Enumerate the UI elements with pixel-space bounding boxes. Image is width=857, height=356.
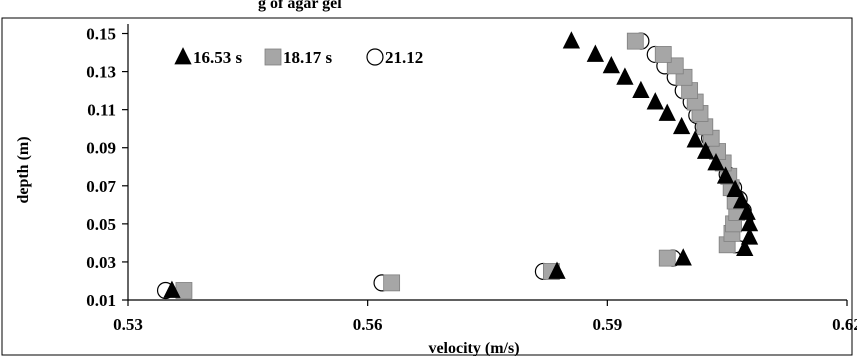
triangle-point bbox=[548, 261, 566, 279]
y-tick-label: 0.09 bbox=[86, 139, 116, 158]
triangle-point bbox=[707, 153, 725, 171]
triangle-point bbox=[602, 55, 620, 74]
triangle-point bbox=[646, 92, 664, 110]
triangle-point bbox=[740, 213, 759, 232]
triangle-point bbox=[732, 191, 751, 209]
square-point bbox=[626, 32, 644, 50]
square-point bbox=[654, 46, 672, 63]
triangle-point bbox=[586, 44, 604, 62]
triangle-point bbox=[686, 130, 704, 148]
x-tick-label: 0.56 bbox=[353, 315, 383, 334]
x-tick-label: 0.59 bbox=[592, 315, 622, 334]
legend-marker-triangle bbox=[174, 47, 192, 65]
y-tick-label: 0.11 bbox=[87, 101, 116, 120]
chart-frame bbox=[1, 17, 853, 356]
series-triangle bbox=[163, 31, 759, 298]
triangle-point bbox=[740, 227, 759, 245]
triangle-point bbox=[672, 116, 691, 135]
square-point bbox=[658, 249, 676, 267]
triangle-point bbox=[616, 67, 634, 85]
triangle-point bbox=[674, 248, 692, 266]
data-marks bbox=[156, 31, 759, 300]
triangle-point bbox=[738, 202, 756, 220]
legend-marker-square bbox=[264, 48, 282, 66]
triangle-point bbox=[736, 238, 754, 257]
triangle-point bbox=[696, 141, 715, 159]
y-tick-label: 0.03 bbox=[86, 253, 116, 272]
y-tick-label: 0.13 bbox=[86, 63, 116, 82]
y-tick-label: 0.07 bbox=[86, 177, 116, 196]
x-tick-label: 0.53 bbox=[113, 315, 143, 334]
triangle-point bbox=[716, 166, 735, 184]
triangle-point bbox=[163, 280, 181, 298]
square-point bbox=[383, 274, 401, 292]
x-axis-title: velocity (m/s) bbox=[428, 340, 519, 356]
axes: 0.01 0.03 0.05 0.07 0.09 0.11 0.13 0.15 0.53 0.56… bbox=[86, 24, 857, 334]
legend-label: 21.12 bbox=[385, 48, 423, 67]
triangle-point bbox=[726, 179, 744, 198]
triangle-point bbox=[562, 31, 581, 49]
legend-label: 18.17 s bbox=[283, 48, 333, 67]
y-tick-label: 0.15 bbox=[86, 25, 116, 44]
triangle-point bbox=[658, 103, 676, 121]
legend-label: 16.53 s bbox=[193, 48, 243, 67]
top-caption: g of agar gel bbox=[258, 0, 342, 12]
y-tick-label: 0.01 bbox=[86, 291, 116, 310]
y-tick-label: 0.05 bbox=[86, 215, 116, 234]
x-tick-label: 0.62 bbox=[832, 315, 857, 334]
legend: 16.53 s 18.17 s 21.12 bbox=[174, 47, 423, 67]
triangle-point bbox=[632, 80, 650, 99]
y-axis-title: depth (m) bbox=[15, 136, 32, 203]
legend-marker-circle bbox=[366, 48, 384, 66]
